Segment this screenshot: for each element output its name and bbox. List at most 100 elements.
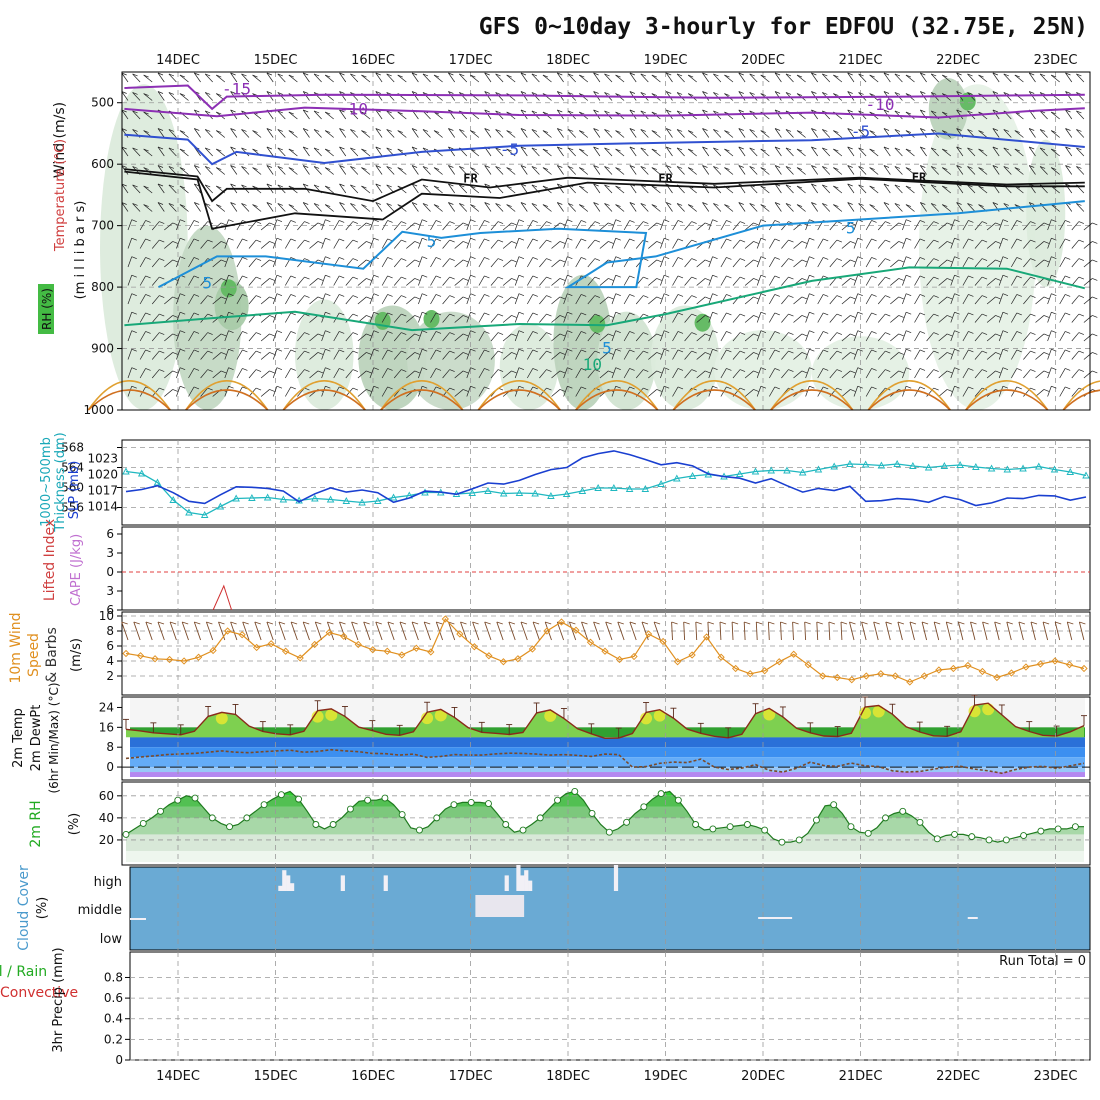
wind-barb-flag xyxy=(401,258,407,261)
wind-barb-flag xyxy=(350,129,356,132)
wind-barb xyxy=(551,352,561,360)
wind-barb-flag xyxy=(1065,146,1071,150)
temperature-bands xyxy=(130,697,1085,777)
wind-barb xyxy=(817,257,824,268)
wind-barb-flag xyxy=(702,128,708,131)
wind-barb xyxy=(179,148,189,157)
wind-barb-flag xyxy=(1029,202,1035,205)
wind-barb xyxy=(986,241,996,249)
wind-barb-flag xyxy=(981,313,988,317)
wind-barb xyxy=(640,147,649,157)
slp-tick: 1023 xyxy=(87,451,118,465)
wind-barb-flag xyxy=(919,386,926,390)
temperature-tick: 0 xyxy=(106,760,114,774)
wind-barb-flag xyxy=(847,202,853,205)
wind-speed-point xyxy=(441,615,449,623)
wind-barb xyxy=(877,276,886,286)
wind-barb xyxy=(1076,147,1085,157)
wind-barb xyxy=(708,367,713,379)
wind-barb-flag xyxy=(325,237,331,241)
wind-barb-flag xyxy=(836,332,843,335)
wind-barb xyxy=(236,275,243,286)
wind-barb xyxy=(466,330,471,342)
wind-barb-flag xyxy=(511,352,517,355)
wind-barb-flag xyxy=(255,276,262,280)
wind-barb xyxy=(926,295,934,305)
cloud-high-bar xyxy=(504,875,509,891)
wind-barb xyxy=(708,330,713,342)
isotherm-arc xyxy=(380,389,464,411)
wind-barb xyxy=(841,315,851,323)
wind10m-barb xyxy=(520,621,528,641)
wind-barb xyxy=(853,275,859,286)
wind-barb xyxy=(266,202,274,212)
wind-barb xyxy=(151,295,160,305)
wind-barb-flag xyxy=(143,167,149,170)
wind-barb-flag xyxy=(894,92,901,95)
wind-barb-flag xyxy=(459,203,465,206)
wind-barb xyxy=(869,167,879,175)
wind-barb xyxy=(920,183,927,194)
wind-barb-flag xyxy=(352,295,359,298)
wind-barb xyxy=(204,166,213,175)
wind-barb xyxy=(623,220,630,231)
wind-barb-flag xyxy=(339,109,345,113)
wind-barb-flag xyxy=(511,370,517,374)
wind-barb xyxy=(978,148,988,157)
wind-barb-flag xyxy=(304,387,310,391)
temperature-peak-highlight xyxy=(311,710,324,723)
wind-barb xyxy=(151,276,160,286)
wind-barb xyxy=(288,130,298,138)
wind10m-barb-flag xyxy=(719,621,727,625)
wind-speed-point xyxy=(311,640,319,649)
wind-barb-flag xyxy=(387,220,393,223)
wind-barb-flag xyxy=(629,146,636,150)
wind-barb-flag xyxy=(230,109,236,113)
wind-barb-flag xyxy=(1065,368,1071,371)
wind-barb-flag xyxy=(422,237,428,241)
wind-speed-point xyxy=(964,661,972,670)
wind-barb xyxy=(1010,368,1018,379)
wind-barb xyxy=(143,204,153,212)
wind-barb-flag xyxy=(230,146,236,150)
wind-barb-flag xyxy=(414,352,420,355)
wind-barb-flag xyxy=(1039,129,1046,132)
cloud-high-bar xyxy=(340,875,345,891)
wind-barb-flag xyxy=(905,130,912,133)
wind-barb xyxy=(179,130,189,138)
wind-barb-flag xyxy=(1092,222,1098,226)
wind-barb xyxy=(236,331,243,342)
wind10m-barb xyxy=(671,621,673,641)
wind-barb-flag xyxy=(131,348,137,352)
wind-barb-flag xyxy=(593,202,599,205)
wind-barb xyxy=(176,367,181,379)
cloud-high-bar xyxy=(286,875,291,891)
wind-barb xyxy=(914,386,921,397)
wind-barb-flag xyxy=(352,369,359,372)
wind-barb xyxy=(1083,222,1093,231)
temperature-peak-highlight xyxy=(872,705,885,718)
wind-barb-flag xyxy=(691,313,697,317)
wind-barb-flag xyxy=(531,129,538,132)
wind-barb-flag xyxy=(581,257,587,260)
tick-label: 1000 xyxy=(83,403,114,417)
wind-barb xyxy=(151,313,160,323)
wind-barb xyxy=(1010,349,1018,360)
wind-speed-label: Speed xyxy=(26,633,42,677)
wind-barb xyxy=(361,74,371,83)
wind-barb-flag xyxy=(760,237,767,241)
wind-barb xyxy=(506,130,516,138)
wind-barb xyxy=(865,368,872,379)
wind-barb xyxy=(345,258,354,268)
wind-barb xyxy=(785,203,794,212)
wind-barb-flag xyxy=(579,111,585,115)
wind-barb-flag xyxy=(885,258,891,261)
wind-barb-flag xyxy=(713,92,719,95)
wind-barb-flag xyxy=(809,330,815,333)
wind-barb-flag xyxy=(992,202,999,205)
wind-barb xyxy=(938,370,948,379)
wind-barb xyxy=(1039,147,1048,157)
wind-barb xyxy=(853,349,859,360)
wind-barb xyxy=(430,294,437,305)
wind-barb-flag xyxy=(168,129,175,132)
